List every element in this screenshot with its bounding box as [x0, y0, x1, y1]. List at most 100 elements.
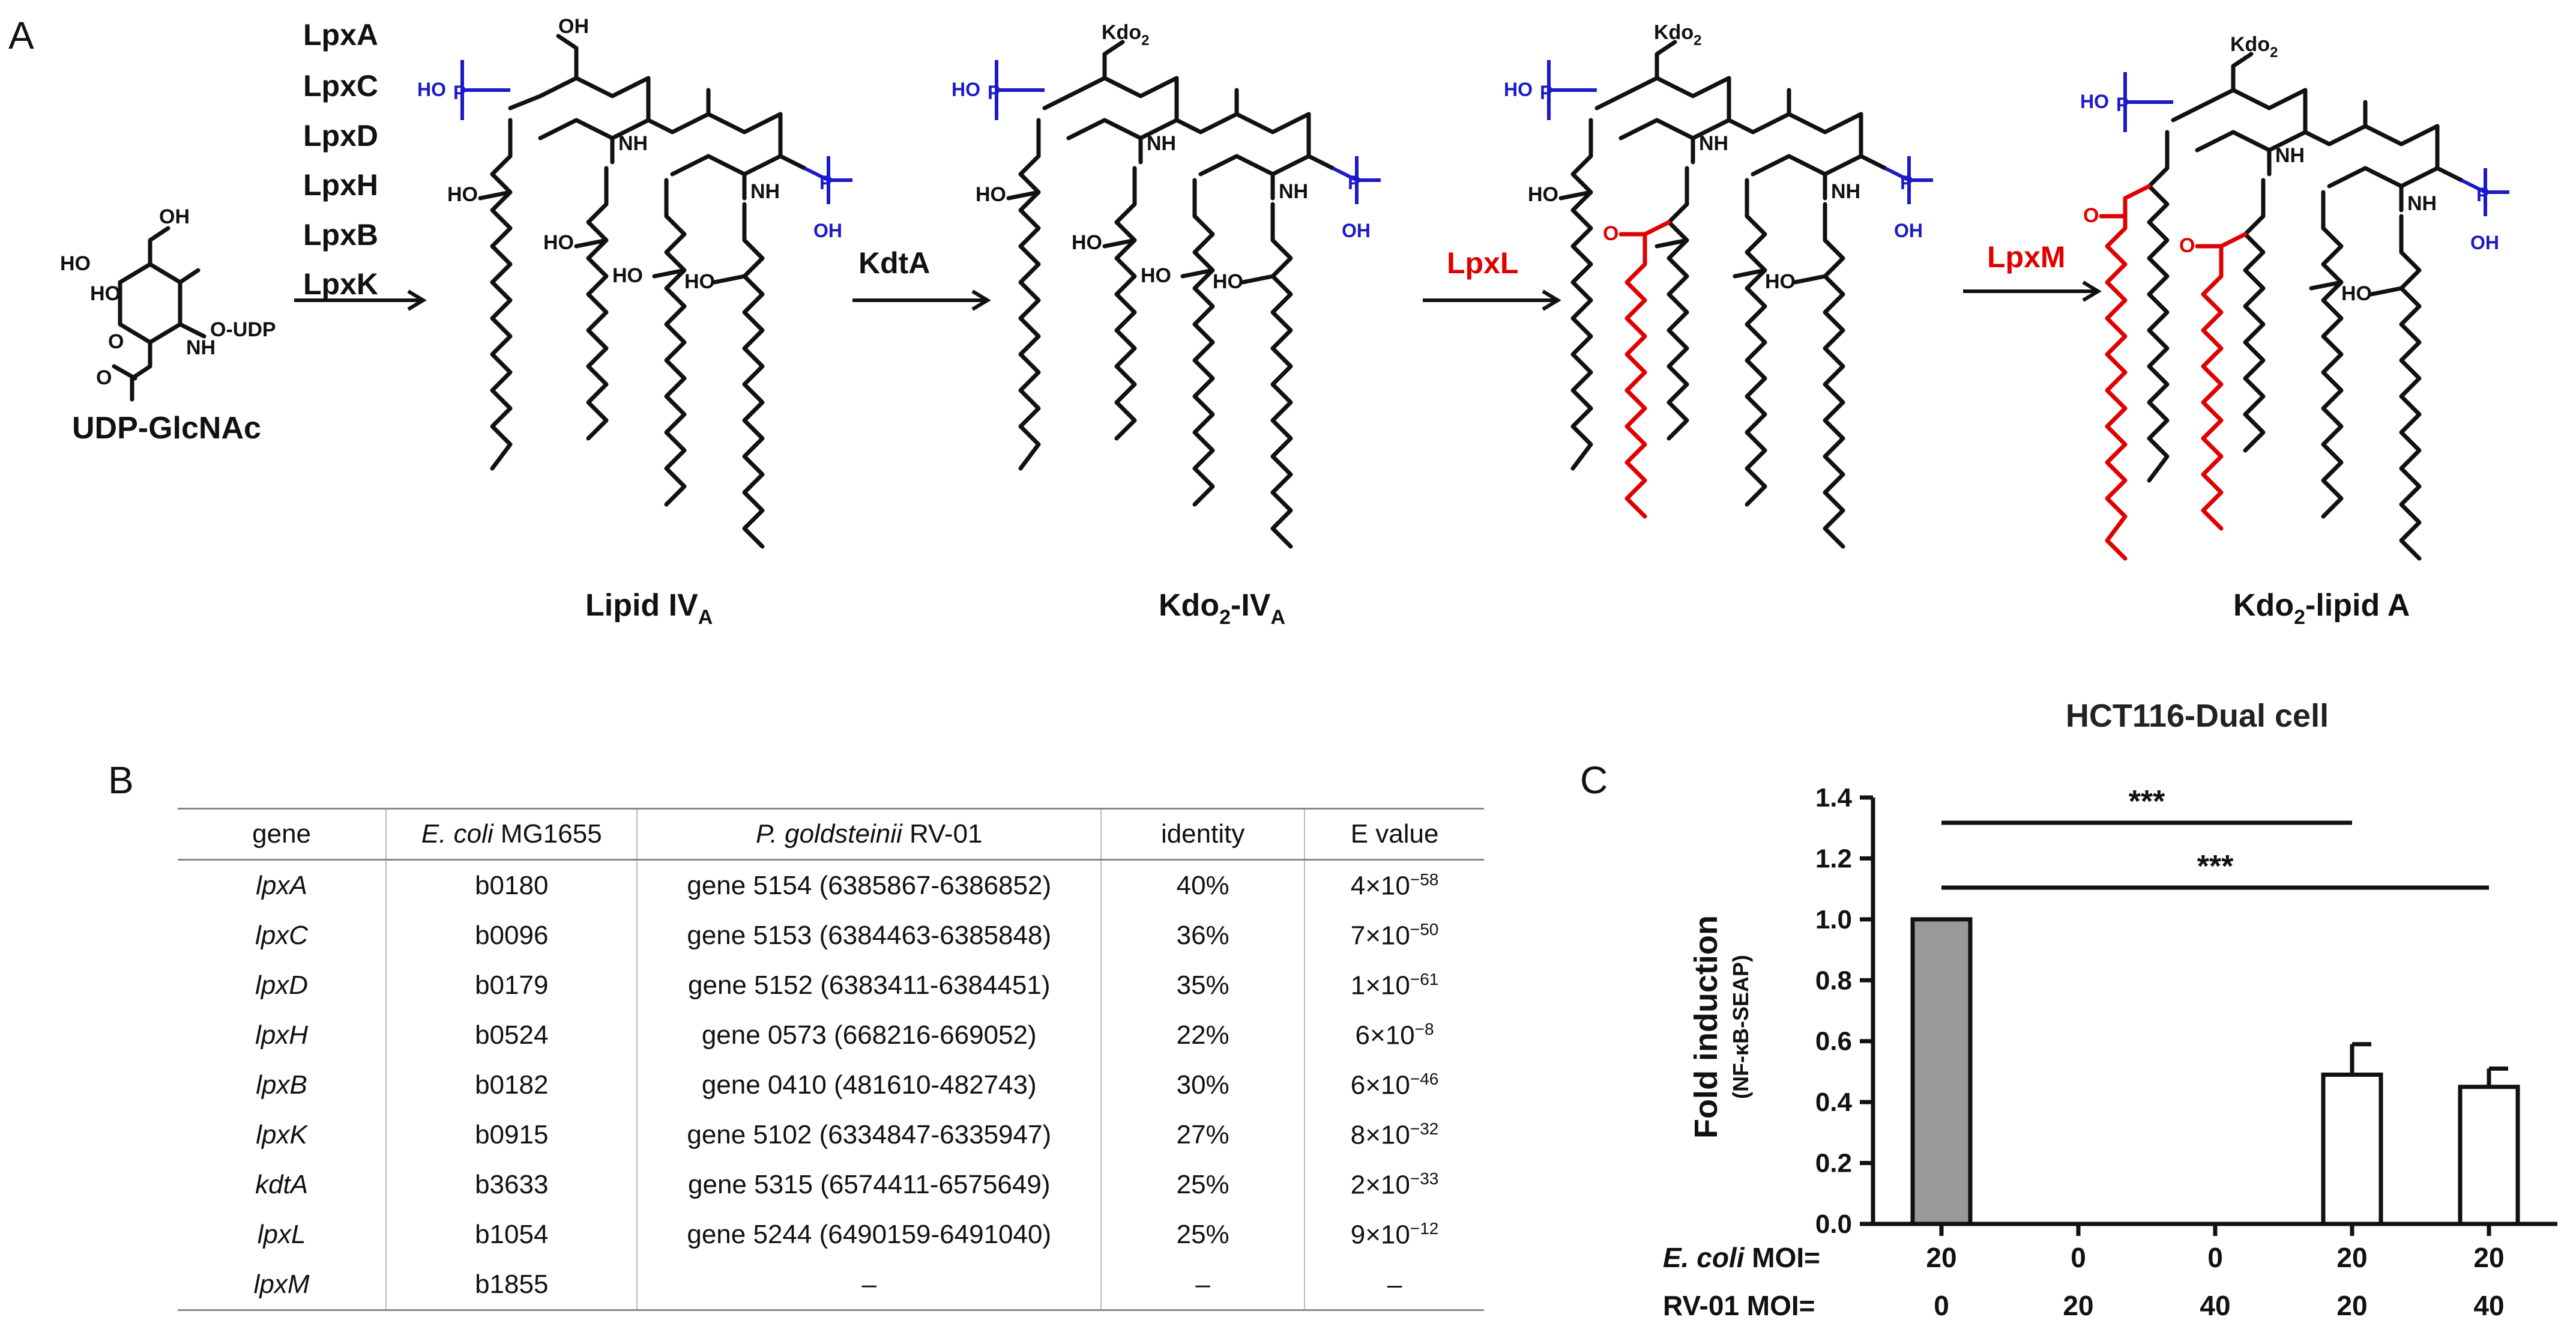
pg-gene-cell: gene 5102 (6334847-6335947) [636, 1110, 1102, 1160]
biosynthesis-scheme: OH HO HO NH O-UDP O O UDP-GlcNAc LpxA Lp… [60, 15, 2509, 629]
ecoli-moi-value: 20 [2336, 1242, 2367, 1273]
table-row: lpxK b0915 gene 5102 (6334847-6335947) 27% 8… [178, 1110, 1484, 1160]
identity-cell: 30% [1100, 1060, 1305, 1110]
y-tick-label: 0.6 [1815, 1027, 1852, 1056]
kdo2-lipid-a-structure: Kdo2 HO P P OH O O NH NH HO [2080, 33, 2509, 561]
rv01-moi-value: 20 [2336, 1290, 2367, 1321]
kdo2-lipid-a-nh-2: NH [2407, 192, 2437, 215]
enzyme-lpxl: LpxL [1447, 246, 1518, 280]
gene-cell: lpxB [256, 1070, 307, 1100]
table-row: kdtA b3633 gene 5315 (6574411-6575649) 25% 2… [178, 1160, 1484, 1209]
penta-acyl-oh-p: OH [1894, 220, 1923, 241]
lipid-iva-nh-1: NH [618, 132, 648, 155]
ecoli-locus-cell: b0182 [385, 1060, 638, 1110]
enzyme-kdta: KdtA [858, 246, 930, 280]
chart-y-label: Fold induction [1688, 915, 1724, 1139]
bar [1910, 917, 1973, 1226]
rv01-moi-value: 20 [2063, 1290, 2093, 1321]
udp-oh-atom: OH [159, 205, 190, 228]
significance-stars: *** [2129, 784, 2165, 819]
evalue-cell: 2×10−33 [1304, 1160, 1484, 1209]
y-tick-label: 1.2 [1815, 844, 1852, 873]
lipid-iva-ho-p: HO [417, 79, 446, 100]
arrow-1-head [407, 289, 427, 311]
lipid-iva-p-2: P [819, 172, 832, 193]
ecoli-moi-value: 20 [2473, 1242, 2504, 1273]
chart-title: HCT116-Dual cell [2066, 698, 2329, 734]
ecoli-moi-row-label: E. coli MOI= [1663, 1242, 1820, 1273]
evalue-cell: 8×10−32 [1304, 1110, 1484, 1160]
ecoli-locus-cell: b0524 [385, 1010, 638, 1060]
gene-cell: lpxH [255, 1020, 309, 1050]
lipid-iva-ho-3: HO [612, 264, 643, 287]
udp-o-udp-atom: O-UDP [210, 318, 276, 341]
kdo2-iva-label: Kdo2-IVA [1159, 588, 1285, 629]
rv01-moi-row-label: RV-01 MOI= [1663, 1290, 1815, 1321]
significance-stars: *** [2197, 849, 2234, 884]
identity-cell: 40% [1100, 859, 1305, 910]
enzyme-lpxk: LpxK [303, 267, 378, 301]
ecoli-moi-value: 0 [2071, 1242, 2086, 1273]
kdo2-lipid-a-label: Kdo2-lipid A [2233, 588, 2410, 629]
enzyme-lpxa: LpxA [303, 18, 378, 52]
y-tick-label: 0.8 [1815, 966, 1852, 995]
lipid-iva-ho-1: HO [447, 183, 478, 206]
y-tick-label: 0.2 [1815, 1149, 1852, 1178]
table-row: lpxL b1054 gene 5244 (6490159-6491040) 25% 9… [178, 1209, 1484, 1259]
identity-cell: 22% [1100, 1010, 1305, 1060]
arrow-2-head [971, 289, 991, 311]
kdo2-lipid-a-oh-p: OH [2470, 232, 2499, 253]
evalue-cell: 6×10−46 [1304, 1060, 1484, 1110]
header-pgoldsteinii: P. goldsteinii RV-01 [636, 808, 1102, 861]
lipid-iva-nh-2: NH [750, 180, 780, 203]
ecoli-locus-cell: b1054 [385, 1209, 638, 1259]
penta-acyl-ho-1: HO [1528, 183, 1558, 206]
kdo2-iva-ho-2: HO [1072, 231, 1102, 254]
gene-cell: lpxD [255, 970, 309, 1000]
ecoli-locus-cell: b0915 [385, 1110, 638, 1160]
table-row: lpxC b0096 gene 5153 (6384463-6385848) 36% 7… [178, 910, 1484, 960]
udp-glcnac-label: UDP-GlcNAc [72, 411, 261, 446]
ecoli-locus-cell: b0180 [385, 859, 638, 910]
ecoli-locus-cell: b0096 [385, 910, 638, 960]
kdo2-iva-head: Kdo2 [1102, 21, 1149, 49]
ecoli-locus-cell: b1855 [385, 1259, 638, 1311]
evalue-cell: – [1304, 1259, 1484, 1311]
penta-acyl-ho-4: HO [1765, 270, 1796, 293]
panel-label-a: A [8, 14, 34, 57]
enzyme-lpxb: LpxB [303, 218, 378, 252]
pg-gene-cell: gene 5154 (6385867-6386852) [636, 859, 1102, 910]
lipid-iva-oh-p: OH [813, 220, 842, 241]
lipid-iva-ho-2: HO [543, 231, 574, 254]
penta-acyl-p-2: P [1900, 172, 1913, 193]
udp-ring-o-atom: O [108, 330, 124, 353]
y-tick-label: 1.0 [1815, 905, 1852, 934]
evalue-cell: 4×10−58 [1304, 859, 1484, 910]
kdo2-lipid-a-ho-4: HO [2341, 282, 2372, 305]
y-tick-label: 1.4 [1815, 783, 1853, 813]
pg-gene-cell: gene 5315 (6574411-6575649) [636, 1160, 1102, 1209]
gene-homolog-table: gene E. coli MG1655 P. goldsteinii RV-01… [178, 808, 1484, 1311]
kdo2-iva-ho-3: HO [1141, 264, 1171, 287]
udp-ho-atom-1: HO [60, 252, 91, 275]
identity-cell: 27% [1100, 1110, 1305, 1160]
udp-nh-atom: NH [186, 336, 216, 359]
kdo2-lipid-a-p-1: P [2116, 94, 2129, 115]
identity-cell: 36% [1100, 910, 1305, 960]
kdo2-lipid-a-ho-p: HO [2080, 91, 2109, 112]
pg-gene-cell: gene 0410 (481610-482743) [636, 1060, 1102, 1110]
ecoli-locus-cell: b3633 [385, 1160, 638, 1209]
lipid-iva-ho-4: HO [684, 270, 715, 293]
ecoli-locus-cell: b0179 [385, 960, 638, 1010]
evalue-cell: 6×10−8 [1304, 1010, 1484, 1060]
gene-cell: kdtA [255, 1169, 309, 1199]
chart-y-sublabel: (NF-κB-SEAP) [1728, 955, 1753, 1099]
kdo2-lipid-a-red-o-1: O [2083, 204, 2099, 227]
y-tick-label: 0.0 [1815, 1209, 1852, 1239]
enzyme-lpxm: LpxM [1987, 240, 2066, 274]
rv01-moi-value: 40 [2473, 1290, 2504, 1321]
table-row: lpxB b0182 gene 0410 (481610-482743) 30% 6×1… [178, 1060, 1484, 1110]
table-row: lpxD b0179 gene 5152 (6383411-6384451) 35% 1… [178, 960, 1484, 1010]
kdo2-iva-ho-1: HO [976, 183, 1006, 206]
kdo2-iva-p-1: P [988, 82, 1000, 103]
